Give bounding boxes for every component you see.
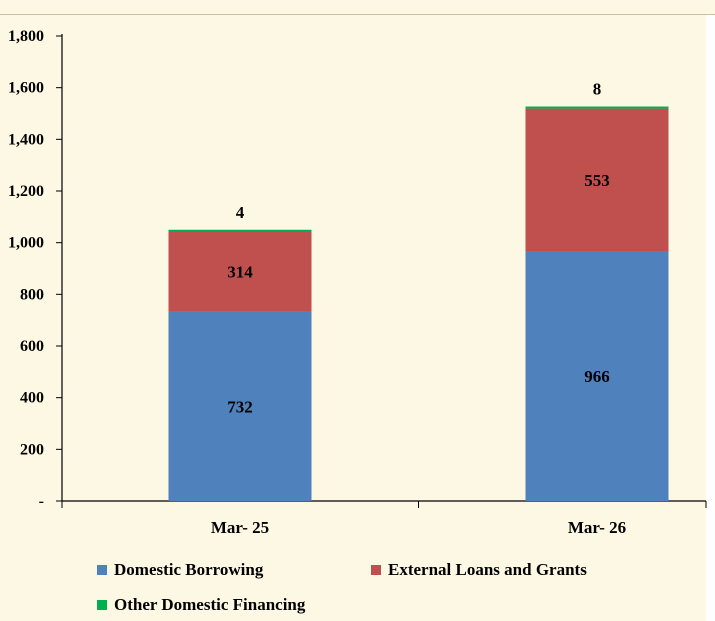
y-tick-label-200: 200 [20,441,44,458]
y-tick-label-400: 400 [20,390,44,407]
legend-item-other-domestic-financing: Other Domestic Financing [97,595,305,615]
legend-swatch-domestic-borrowing [97,565,107,575]
data-label-domestic-borrowing-0: 732 [227,397,253,416]
legend-label-domestic-borrowing: Domestic Borrowing [114,560,264,579]
legend-item-domestic-borrowing: Domestic Borrowing [97,560,263,580]
y-tick-label-800: 800 [20,286,44,303]
bar-other-domestic-financing-1 [525,106,669,109]
bar-other-domestic-financing-0 [168,229,312,232]
data-label-other-domestic-financing-1: 8 [593,80,602,99]
bar-domestic-borrowing-0 [168,311,312,501]
y-tick-label-1200: 1,200 [8,183,44,200]
legend-label-other-domestic-financing: Other Domestic Financing [114,595,306,614]
x-category-label-0: Mar- 25 [211,518,269,537]
data-label-external-loans-and-grants-1: 553 [584,171,610,190]
y-tick-label-1400: 1,400 [8,131,44,148]
legend-label-external-loans: External Loans and Grants [388,560,587,579]
right-margin-strip [706,15,715,621]
bar-external-loans-and-grants-1 [525,108,669,252]
y-tick-label-1800: 1,800 [8,28,44,45]
x-category-label-1: Mar- 26 [568,518,626,537]
legend-item-external-loans: External Loans and Grants [371,560,587,580]
data-label-external-loans-and-grants-0: 314 [227,262,253,281]
y-tick-label-1600: 1,600 [8,80,44,97]
legend-swatch-other-domestic-financing [97,600,107,610]
y-tick-label-600: 600 [20,338,44,355]
legend-swatch-external-loans [371,565,381,575]
data-label-domestic-borrowing-1: 966 [584,367,610,386]
bar-domestic-borrowing-1 [525,251,669,501]
y-tick-label-1000: 1,000 [8,235,44,252]
bar-external-loans-and-grants-0 [168,230,312,312]
top-divider [0,14,715,15]
data-label-other-domestic-financing-0: 4 [236,203,245,222]
y-tick-label-0: - [39,493,44,510]
